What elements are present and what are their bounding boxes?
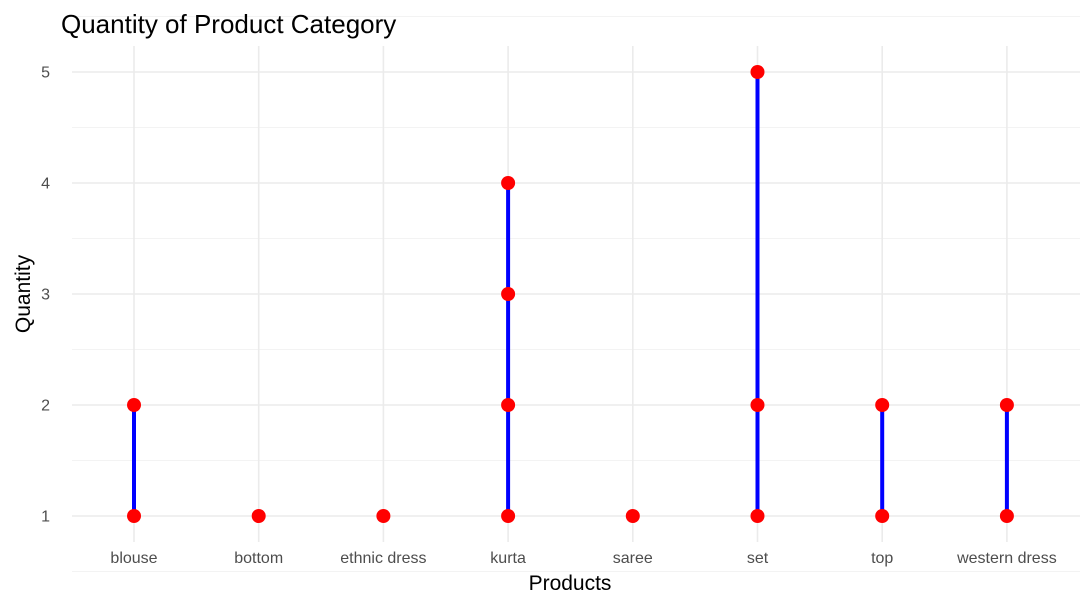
data-point (501, 398, 516, 412)
data-point (251, 509, 266, 523)
data-point (127, 509, 141, 523)
x-tick-label: blouse (110, 550, 157, 567)
x-tick-label: set (747, 550, 769, 567)
data-point (875, 509, 890, 523)
x-tick-label: saree (613, 550, 653, 567)
data-point (999, 509, 1014, 523)
x-tick-label: western dress (956, 550, 1057, 567)
y-tick-label: 1 (41, 509, 50, 526)
y-tick-label: 3 (41, 287, 50, 304)
data-point (875, 398, 890, 412)
y-tick-labels: 1 2 3 4 5 (41, 65, 50, 526)
x-tick-label: bottom (234, 550, 283, 567)
y-axis-title: Quantity (12, 254, 35, 333)
x-axis-title: Products (529, 572, 612, 595)
x-tick-label: kurta (490, 550, 526, 567)
segments (132, 72, 1009, 516)
data-point (127, 398, 141, 412)
y-tick-label: 2 (41, 398, 50, 415)
data-point (376, 509, 391, 523)
data-point (501, 176, 516, 190)
data-point (750, 398, 765, 412)
grid (72, 16, 1080, 572)
y-tick-label: 5 (41, 65, 50, 82)
data-point (750, 509, 765, 523)
x-tick-labels: blouse bottom ethnic dress kurta saree set top… (110, 550, 1056, 567)
data-point (501, 509, 516, 523)
x-tick-label: top (871, 550, 893, 567)
data-point (999, 398, 1014, 412)
points (127, 65, 1014, 523)
data-point (750, 65, 765, 79)
x-tick-label: ethnic dress (340, 550, 426, 567)
chart-title: Quantity of Product Category (61, 9, 396, 39)
data-point (501, 287, 516, 301)
data-point (625, 509, 640, 523)
y-tick-label: 4 (41, 176, 50, 193)
